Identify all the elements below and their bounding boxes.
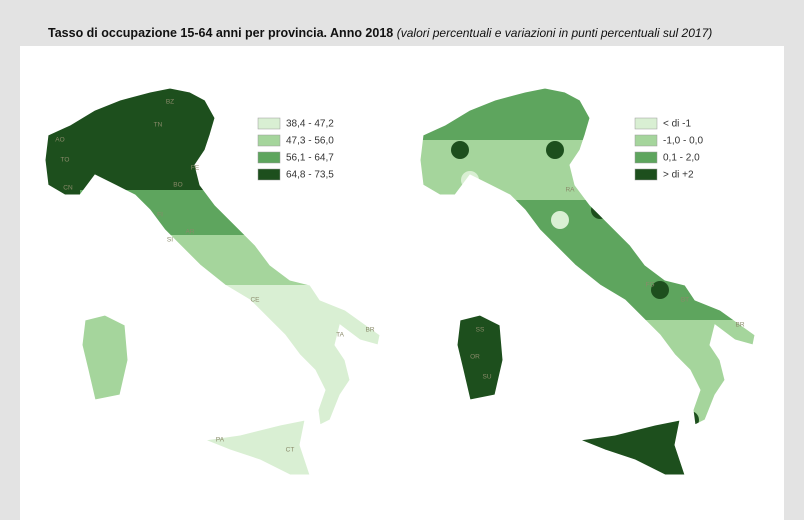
province-label: TA — [336, 332, 344, 339]
legend-swatch — [634, 134, 658, 147]
province-label: TN — [154, 122, 163, 129]
legend-swatch — [257, 168, 281, 181]
province-label: AR — [185, 229, 194, 236]
province-label: SU — [482, 374, 491, 381]
legend-swatch — [634, 151, 658, 164]
legend-label: 47,3 - 56,0 — [286, 136, 334, 147]
mainland-outline — [44, 87, 381, 426]
province — [651, 281, 669, 299]
province — [551, 211, 569, 229]
province-label: OR — [470, 354, 480, 361]
province-label: BT — [681, 297, 689, 304]
province-label: FG — [645, 282, 654, 289]
subtitle: (valori percentuali e variazioni in punt… — [396, 26, 713, 40]
legend-swatch — [257, 151, 281, 164]
legend-label: 38,4 - 47,2 — [286, 119, 334, 130]
province-label: RA — [565, 187, 575, 194]
province-label: SI — [167, 237, 173, 244]
legend-label: 56,1 - 64,7 — [286, 153, 334, 164]
province-label: PA — [216, 437, 225, 444]
figure-title: Tasso di occupazione 15-64 anni per prov… — [48, 26, 712, 40]
province-label: SS — [476, 327, 485, 334]
province — [546, 141, 564, 159]
province-label: FI — [157, 212, 163, 219]
legend-swatch — [257, 117, 281, 130]
mainland-outline — [419, 87, 756, 426]
province-label: BR — [735, 322, 744, 329]
province-label: BZ — [166, 99, 174, 106]
province-label: CN — [63, 185, 73, 192]
legend-label: > di +2 — [663, 170, 694, 181]
province-label: BO — [173, 182, 182, 189]
province-label: TO — [61, 157, 70, 164]
sardinia — [81, 314, 129, 401]
province-label: CT — [286, 447, 295, 454]
sicily — [203, 419, 311, 476]
province-label: FE — [191, 165, 200, 172]
province-label: BR — [365, 327, 374, 334]
legend-swatch — [634, 168, 658, 181]
province — [451, 141, 469, 159]
legend-swatch — [257, 134, 281, 147]
legend-swatch — [634, 117, 658, 130]
legend-label: < di -1 — [663, 119, 692, 130]
sardinia — [456, 314, 504, 401]
sicily — [578, 419, 686, 476]
province-label: AO — [55, 137, 64, 144]
legend-label: -1,0 - 0,0 — [663, 136, 703, 147]
province-label: CE — [250, 297, 260, 304]
legend-label: 0,1 - 2,0 — [663, 153, 700, 164]
legend-label: 64,8 - 73,5 — [286, 170, 334, 181]
title: Tasso di occupazione 15-64 anni per prov… — [48, 26, 394, 40]
